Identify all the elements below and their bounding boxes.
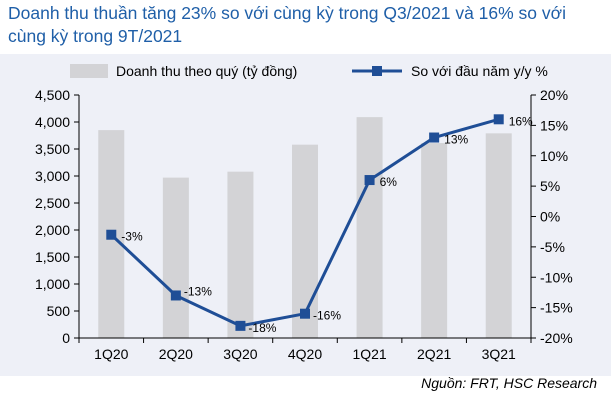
y-left-tick-label: 1,500: [35, 249, 70, 265]
bar-4Q20: [292, 144, 318, 338]
x-tick-label: 2Q21: [417, 346, 451, 362]
y-left-tick-label: 500: [47, 303, 71, 319]
bar-2Q20: [162, 177, 189, 338]
legend-bar-label: Doanh thu theo quý (tỷ đồng): [116, 63, 297, 79]
y-right-tick-label: 5%: [540, 178, 560, 194]
line-point-3Q21: [493, 114, 504, 125]
y-left-tick-label: 1,000: [35, 276, 70, 292]
legend-bar-swatch: [70, 64, 108, 78]
line-point-3Q20: [235, 320, 246, 331]
y-right-tick-label: 0%: [540, 209, 560, 225]
x-tick-label: 3Q20: [223, 346, 257, 362]
bar-2Q21: [421, 143, 448, 338]
data-labels-layer: -3% -13% -18% -16% 6% 13% 16%: [121, 114, 533, 335]
axes-layer: 0 500 1,000 1,500 2,000 2,500 3,000 3,500 4,000 4…: [35, 87, 573, 362]
bar-3Q21: [485, 133, 512, 338]
bar-3Q20: [227, 171, 254, 338]
chart-panel: Doanh thu theo quý (tỷ đồng) So với đầu …: [0, 54, 611, 376]
x-tick-label: 1Q21: [352, 346, 386, 362]
legend-line-label: So với đầu năm y/y %: [411, 63, 548, 79]
y-left-tick-label: 3,500: [35, 141, 70, 157]
line-layer: [106, 114, 504, 331]
y-left-tick-label: 3,000: [35, 168, 70, 184]
y-right-tick-label: -15%: [540, 300, 573, 316]
x-tick-label: 3Q21: [482, 346, 516, 362]
y-right-tick-label: -20%: [540, 330, 573, 346]
data-label-4Q20: -16%: [313, 309, 341, 323]
x-tick-label: 4Q20: [288, 346, 322, 362]
chart-title: Doanh thu thuần tăng 23% so với cùng kỳ …: [8, 3, 567, 46]
line-point-2Q20: [170, 290, 181, 301]
y-left-tick-label: 4,500: [35, 87, 70, 103]
data-label-1Q21: 6%: [380, 175, 398, 189]
y-right-tick-label: -5%: [540, 239, 565, 255]
y-left-tick-label: 2,500: [35, 195, 70, 211]
legend: Doanh thu theo quý (tỷ đồng) So với đầu …: [70, 63, 548, 79]
y-left-tick-label: 0: [62, 330, 70, 346]
y-left-tick-label: 4,000: [35, 114, 70, 130]
data-label-3Q20: -18%: [248, 321, 276, 335]
y-right-tick-label: 15%: [540, 117, 568, 133]
data-label-3Q21: 16%: [509, 114, 533, 128]
line-point-4Q20: [300, 308, 310, 319]
chart-svg: Doanh thu theo quý (tỷ đồng) So với đầu …: [35, 63, 573, 362]
y-right-tick-label: -10%: [540, 269, 573, 285]
bars-layer: [98, 117, 512, 338]
x-tick-label: 1Q20: [94, 346, 128, 362]
data-label-2Q21: 13%: [444, 133, 468, 147]
source-note: Nguồn: FRT, HSC Research: [421, 375, 597, 391]
y-right-tick-label: 10%: [540, 148, 568, 164]
y-left-tick-label: 2,000: [35, 222, 70, 238]
data-label-1Q20: -3%: [121, 230, 143, 244]
line-point-1Q20: [106, 229, 117, 240]
y-right-tick-label: 20%: [540, 87, 568, 103]
data-label-2Q20: -13%: [184, 284, 212, 298]
line-point-2Q21: [429, 132, 440, 143]
bar-1Q21: [356, 117, 383, 338]
line-point-1Q21: [364, 175, 375, 186]
legend-line-marker: [372, 66, 382, 76]
x-tick-label: 2Q20: [159, 346, 193, 362]
